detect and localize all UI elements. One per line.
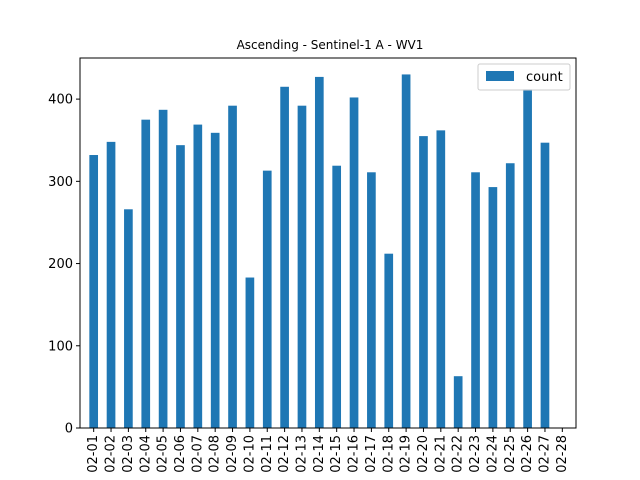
bar-02-04 <box>141 119 151 429</box>
y-axis: 0 100 200 300 400 <box>48 93 80 437</box>
y-tick-label: 0 <box>65 422 73 437</box>
x-tick-label: 02-01 <box>86 435 101 473</box>
bar-02-12 <box>280 86 289 428</box>
y-tick-label: 400 <box>48 93 73 108</box>
bar-02-08 <box>210 132 220 428</box>
x-tick-label: 02-16 <box>347 435 362 473</box>
bar-02-26 <box>523 89 532 429</box>
bar-02-21 <box>436 130 446 429</box>
x-tick-label: 02-19 <box>399 435 414 473</box>
bar-02-18 <box>384 253 394 428</box>
x-tick-label: 02-15 <box>329 435 344 473</box>
x-tick-label: 02-23 <box>468 435 483 473</box>
bar-02-02 <box>106 141 116 428</box>
x-tick-label: 02-02 <box>104 435 119 473</box>
bar-02-20 <box>419 136 428 429</box>
x-tick-label: 02-12 <box>277 435 292 473</box>
y-tick-label: 300 <box>48 175 73 190</box>
bar-02-13 <box>297 105 307 428</box>
bar-02-11 <box>262 170 272 428</box>
bar-02-14 <box>314 76 324 428</box>
bars-group <box>89 74 550 429</box>
x-tick-label: 02-17 <box>364 435 379 473</box>
bar-02-22 <box>453 376 463 428</box>
x-tick-label: 02-25 <box>503 435 518 473</box>
x-tick-label: 02-14 <box>312 435 327 473</box>
bar-02-03 <box>124 209 133 428</box>
x-tick-label: 02-11 <box>260 435 275 473</box>
bar-02-19 <box>401 74 411 428</box>
x-tick-label: 02-08 <box>208 435 223 473</box>
x-tick-label: 02-10 <box>242 435 257 473</box>
x-tick-label: 02-20 <box>416 435 431 473</box>
x-tick-label: 02-22 <box>451 435 466 473</box>
legend-label-count: count <box>526 70 563 85</box>
x-tick-label: 02-05 <box>156 435 171 473</box>
legend: count <box>477 63 571 91</box>
bar-02-01 <box>89 155 99 428</box>
x-tick-label: 02-13 <box>294 435 309 473</box>
x-tick-label: 02-07 <box>190 435 205 473</box>
bar-02-23 <box>471 172 480 428</box>
legend-box <box>477 63 571 91</box>
plot-frame <box>79 57 577 429</box>
chart-title: Ascending - Sentinel-1 A - WV1 <box>237 38 424 52</box>
bar-02-27 <box>540 142 550 428</box>
x-tick-label: 02-06 <box>173 435 188 473</box>
bar-02-17 <box>367 172 376 428</box>
x-tick-label: 02-26 <box>520 435 535 473</box>
x-tick-label: 02-21 <box>433 435 448 473</box>
bar-02-25 <box>505 163 515 429</box>
x-tick-label: 02-27 <box>537 435 552 473</box>
bar-02-09 <box>228 105 237 428</box>
x-tick-label: 02-28 <box>555 435 570 473</box>
y-tick-label: 200 <box>48 257 73 272</box>
x-tick-label: 02-04 <box>138 435 153 473</box>
bar-02-24 <box>488 187 498 428</box>
bar-02-07 <box>193 124 203 428</box>
bar-02-15 <box>332 165 342 428</box>
bar-02-10 <box>245 277 255 428</box>
bar-02-06 <box>176 145 185 428</box>
y-tick-label: 100 <box>48 339 73 354</box>
x-tick-label: 02-24 <box>485 435 500 473</box>
legend-swatch-count <box>486 71 514 81</box>
x-tick-label: 02-03 <box>121 435 136 473</box>
x-axis: 02-01 02-02 02-03 02-04 02-05 02-06 02-07 02-08… <box>86 428 570 473</box>
bar-02-05 <box>158 109 168 429</box>
bar-02-16 <box>349 97 359 428</box>
x-tick-label: 02-09 <box>225 435 240 473</box>
x-tick-label: 02-18 <box>381 435 396 473</box>
